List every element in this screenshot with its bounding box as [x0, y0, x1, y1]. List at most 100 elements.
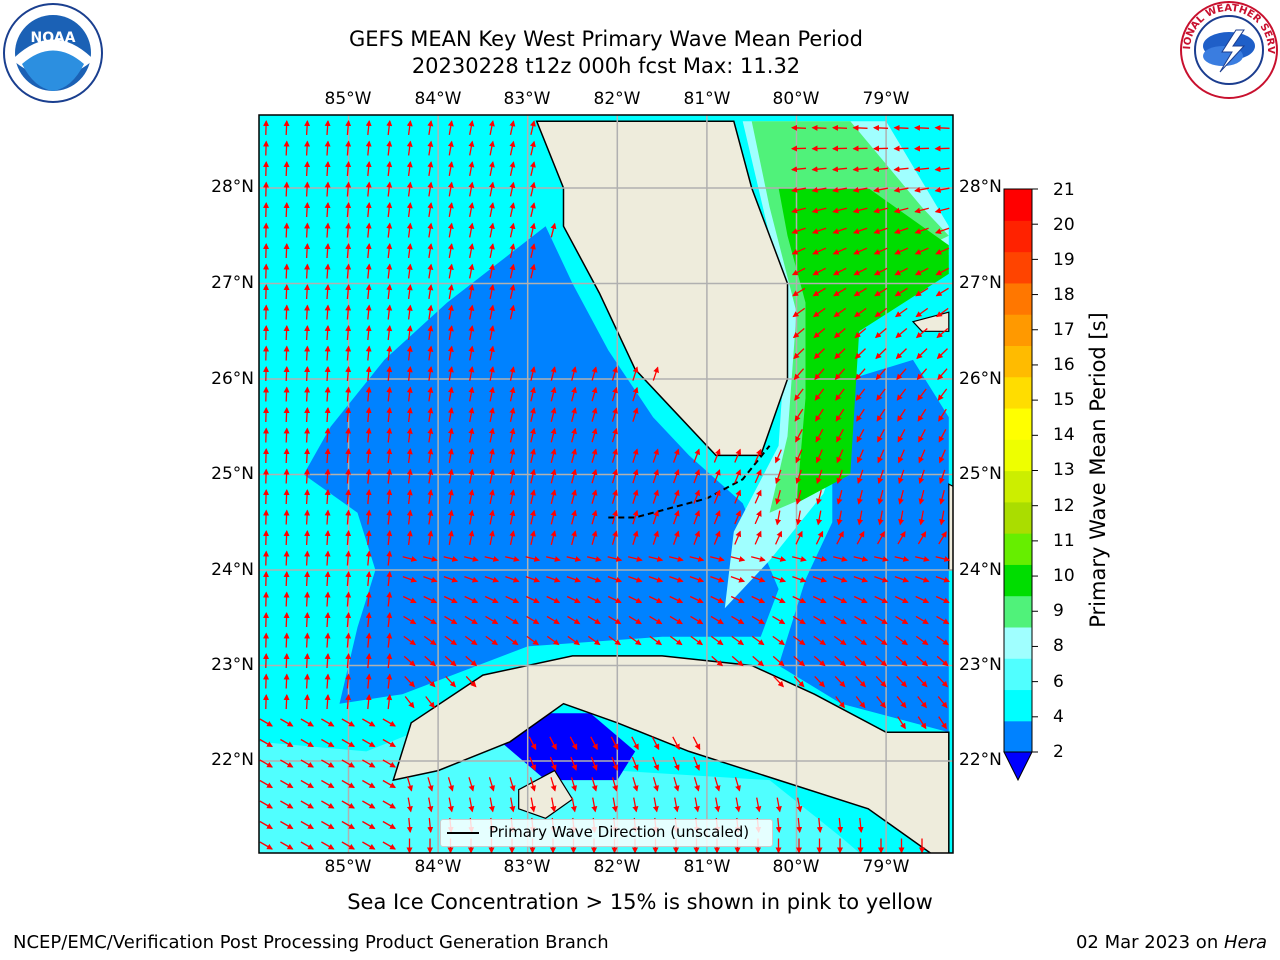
wave-arrow: [611, 468, 618, 484]
lat-label-right: 27°N: [959, 273, 1002, 293]
wave-arrow: [852, 186, 868, 193]
wave-arrow: [730, 556, 746, 562]
wave-arrow: [509, 202, 516, 217]
wave-arrow: [611, 530, 618, 545]
wave-arrow: [796, 797, 803, 813]
wave-arrow: [345, 673, 352, 689]
wave-arrow: [447, 489, 454, 505]
lat-label-left: 23°N: [211, 655, 254, 675]
wave-arrow: [936, 655, 949, 667]
wave-arrow: [304, 284, 311, 300]
colorbar: [1003, 188, 1038, 782]
wave-arrow: [628, 635, 642, 646]
wave-arrow: [549, 756, 557, 771]
wave-arrow: [587, 615, 601, 625]
wave-arrow: [815, 408, 824, 422]
wave-arrow: [894, 595, 909, 604]
wave-arrow: [300, 779, 314, 789]
wave-arrow: [710, 595, 725, 604]
wave-arrow: [404, 675, 415, 688]
wave-arrow: [447, 407, 454, 423]
wave-arrow: [280, 779, 294, 789]
wave-arrow: [324, 591, 331, 607]
wave-arrow: [918, 510, 925, 526]
wave-arrow: [283, 161, 290, 177]
lat-label-left: 26°N: [211, 369, 254, 389]
wave-arrow: [631, 736, 639, 751]
wave-arrow: [485, 635, 499, 646]
wave-arrow: [365, 571, 372, 587]
wave-arrow: [406, 366, 413, 381]
wave-arrow: [283, 530, 290, 546]
wave-arrow: [468, 345, 475, 361]
wave-arrow: [856, 428, 865, 443]
wave-arrow: [672, 489, 680, 504]
wave-arrow: [488, 366, 495, 382]
wave-arrow: [304, 694, 311, 710]
wave-arrow: [795, 469, 802, 485]
wave-arrow: [893, 124, 909, 131]
wave-arrow: [341, 738, 355, 748]
wave-arrow: [447, 325, 454, 341]
wave-arrow: [341, 779, 355, 789]
wave-arrow: [283, 120, 290, 136]
wave-arrow: [914, 207, 929, 214]
colorbar-title: Primary Wave Mean Period [s]: [1086, 312, 1110, 628]
wave-arrow: [324, 202, 331, 218]
wave-arrow: [570, 756, 578, 771]
wave-arrow: [689, 595, 704, 604]
wave-arrow: [855, 675, 866, 688]
wave-arrow: [874, 328, 887, 339]
wave-arrow: [406, 386, 413, 402]
wave-arrow: [345, 161, 352, 177]
wave-arrow: [362, 738, 376, 748]
wave-arrow: [365, 530, 372, 546]
wave-arrow: [362, 841, 376, 850]
wave-arrow: [934, 227, 950, 234]
wave-arrow: [566, 595, 581, 604]
wave-arrow: [509, 140, 516, 156]
colorbar-tick: 2: [1053, 742, 1064, 762]
wave-arrow: [611, 489, 618, 504]
wave-arrow: [485, 615, 499, 625]
wave-arrow: [365, 243, 372, 259]
wave-arrow: [283, 571, 290, 587]
wave-arrow: [324, 571, 331, 587]
wave-arrow: [814, 388, 825, 401]
lat-label-right: 26°N: [959, 369, 1002, 389]
wave-arrow: [751, 575, 766, 583]
footer-date-text: 02 Mar 2023 on: [1075, 932, 1224, 953]
wave-arrow: [324, 407, 331, 423]
wave-arrow: [546, 615, 560, 625]
wave-arrow: [427, 509, 434, 525]
wave-arrow: [811, 124, 827, 131]
wave-arrow: [918, 449, 926, 464]
wave-arrow: [877, 449, 885, 464]
wave-arrow: [447, 202, 454, 218]
wave-arrow: [591, 448, 598, 463]
wave-arrow: [525, 595, 540, 604]
wave-arrow: [345, 345, 352, 361]
wave-arrow: [734, 489, 742, 504]
colorbar-segment: [1004, 189, 1032, 221]
colorbar-segment: [1004, 220, 1032, 253]
wave-arrow: [468, 222, 475, 238]
wave-arrow: [386, 591, 393, 607]
wave-arrow: [406, 468, 413, 484]
wave-arrow: [365, 673, 372, 689]
wave-arrow: [382, 841, 396, 850]
wave-arrow: [836, 449, 844, 464]
wave-arrow: [283, 407, 290, 423]
colorbar-tick: 4: [1053, 707, 1064, 727]
wave-arrow: [324, 530, 331, 546]
wave-arrow: [345, 263, 352, 279]
wave-arrow: [813, 328, 826, 339]
wave-arrow: [730, 575, 746, 583]
ocean-2-4-east: [778, 359, 949, 733]
wave-arrow: [815, 428, 824, 443]
wave-arrow: [792, 575, 807, 583]
colorbar-tick: 12: [1053, 496, 1075, 516]
wave-arrow: [893, 227, 909, 234]
wave-arrow: [894, 287, 908, 297]
wave-arrow: [283, 304, 290, 320]
